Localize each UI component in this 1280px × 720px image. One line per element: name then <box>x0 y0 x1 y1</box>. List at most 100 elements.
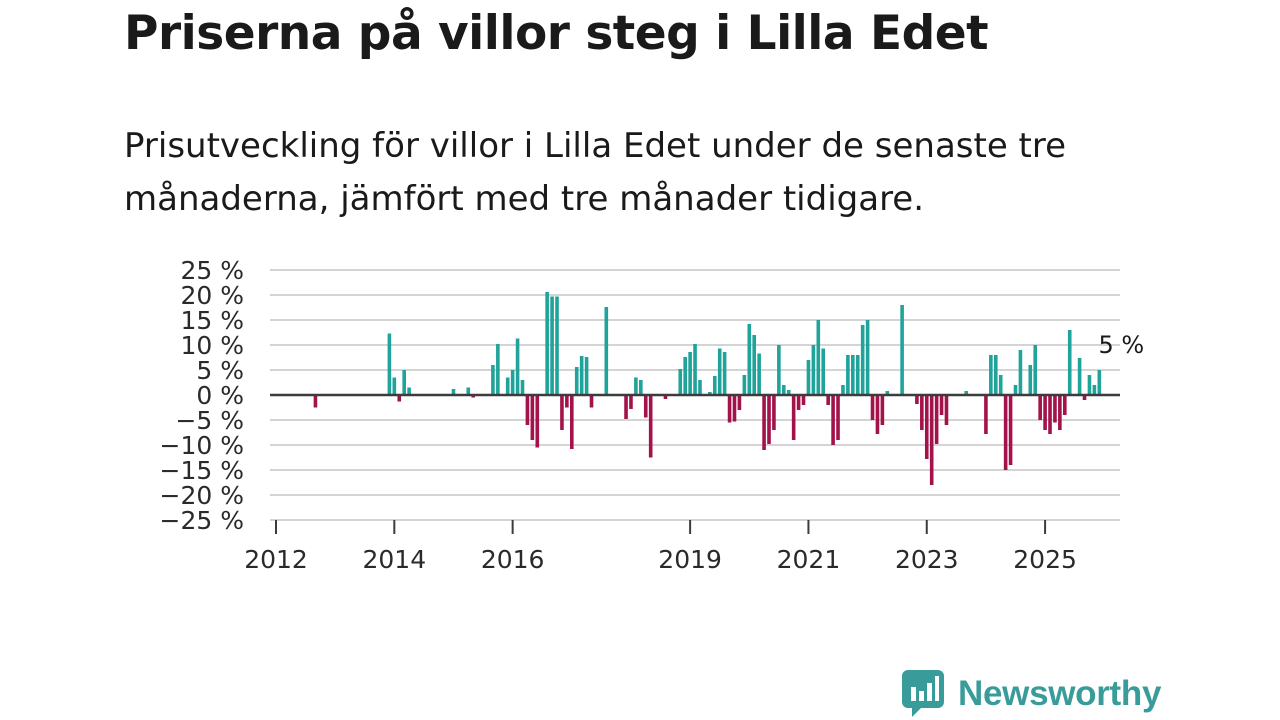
bar <box>737 395 742 410</box>
bar <box>570 395 574 449</box>
bar <box>1082 395 1087 400</box>
bar <box>1067 330 1072 395</box>
bar <box>510 370 515 395</box>
bar <box>1038 395 1042 420</box>
x-tick-label: 2016 <box>481 545 545 574</box>
bar <box>1003 395 1008 470</box>
bar <box>717 348 722 395</box>
bar <box>1043 395 1047 430</box>
bar <box>634 377 638 395</box>
bar <box>387 333 392 395</box>
bar <box>624 395 628 419</box>
x-tick-label: 2014 <box>363 545 427 574</box>
bar <box>520 380 525 395</box>
bar <box>535 395 540 448</box>
bar <box>574 367 579 395</box>
bar <box>851 355 855 395</box>
bar <box>1048 395 1052 434</box>
bar <box>781 385 786 395</box>
bar <box>929 395 934 485</box>
y-tick-label: 0 % <box>196 381 244 410</box>
bar <box>550 296 554 395</box>
bar <box>1058 395 1062 430</box>
y-tick-label: −10 % <box>160 431 244 460</box>
bar <box>855 355 860 395</box>
bar <box>811 345 816 395</box>
bar <box>860 325 865 395</box>
bar <box>392 377 397 395</box>
bar <box>865 320 870 395</box>
bar <box>826 395 830 405</box>
x-tick-label: 2012 <box>244 545 308 574</box>
bar <box>934 395 939 444</box>
bar <box>993 355 998 395</box>
bar <box>1077 358 1082 395</box>
bar <box>560 395 564 430</box>
bar <box>816 320 821 395</box>
bar <box>451 389 456 395</box>
bar <box>791 395 796 440</box>
bar <box>589 395 594 408</box>
bar <box>762 395 766 450</box>
y-tick-label: −20 % <box>160 481 244 510</box>
bar <box>915 395 919 404</box>
y-axis-ticks: −25 %−20 %−15 %−10 %−5 %0 %5 %10 %15 %20… <box>160 256 244 535</box>
bar <box>984 395 988 434</box>
newsworthy-logo: Newsworthy <box>902 670 1161 718</box>
x-tick-label: 2025 <box>1013 545 1077 574</box>
bar <box>688 352 692 395</box>
bar <box>767 395 771 444</box>
bar <box>821 348 826 395</box>
bar <box>900 305 904 395</box>
bar <box>1033 345 1038 395</box>
y-tick-label: −15 % <box>160 456 244 485</box>
newsworthy-icon <box>902 670 944 717</box>
bar <box>402 370 406 395</box>
bar <box>1013 385 1018 395</box>
bar <box>924 395 929 459</box>
bar <box>885 391 890 395</box>
y-tick-label: 20 % <box>180 281 244 310</box>
bar <box>496 344 500 395</box>
y-tick-label: 5 % <box>196 356 244 385</box>
bar <box>831 395 835 445</box>
x-tick-label: 2023 <box>895 545 959 574</box>
bar <box>777 345 781 395</box>
y-tick-label: 10 % <box>180 331 244 360</box>
bar <box>604 307 609 395</box>
bar <box>579 356 584 395</box>
bar <box>712 376 717 395</box>
bar <box>870 395 875 420</box>
bar <box>505 377 510 395</box>
chart-subtitle: Prisutveckling för villor i Lilla Edet u… <box>124 126 1067 219</box>
bar <box>801 395 806 405</box>
bar <box>1008 395 1013 465</box>
x-tick-label: 2019 <box>658 545 722 574</box>
bar <box>1097 370 1102 395</box>
bar <box>846 355 850 395</box>
bar <box>584 357 589 395</box>
bar <box>998 375 1003 395</box>
bar <box>1028 365 1033 395</box>
bar <box>806 360 811 395</box>
bar <box>555 296 559 395</box>
bar <box>466 387 471 395</box>
bar <box>663 395 668 399</box>
bar <box>397 395 402 402</box>
y-tick-label: −5 % <box>175 406 244 435</box>
bar <box>742 375 747 395</box>
bar <box>752 335 757 395</box>
bar <box>525 395 530 425</box>
bar <box>643 395 648 418</box>
bar <box>639 380 643 395</box>
bar <box>708 392 712 395</box>
bar <box>313 395 318 408</box>
y-tick-label: 25 % <box>180 256 244 285</box>
bar <box>757 353 761 395</box>
bar <box>841 385 845 395</box>
bar <box>1018 350 1023 395</box>
bar <box>880 395 885 425</box>
bar <box>629 395 633 409</box>
bar <box>683 357 687 395</box>
